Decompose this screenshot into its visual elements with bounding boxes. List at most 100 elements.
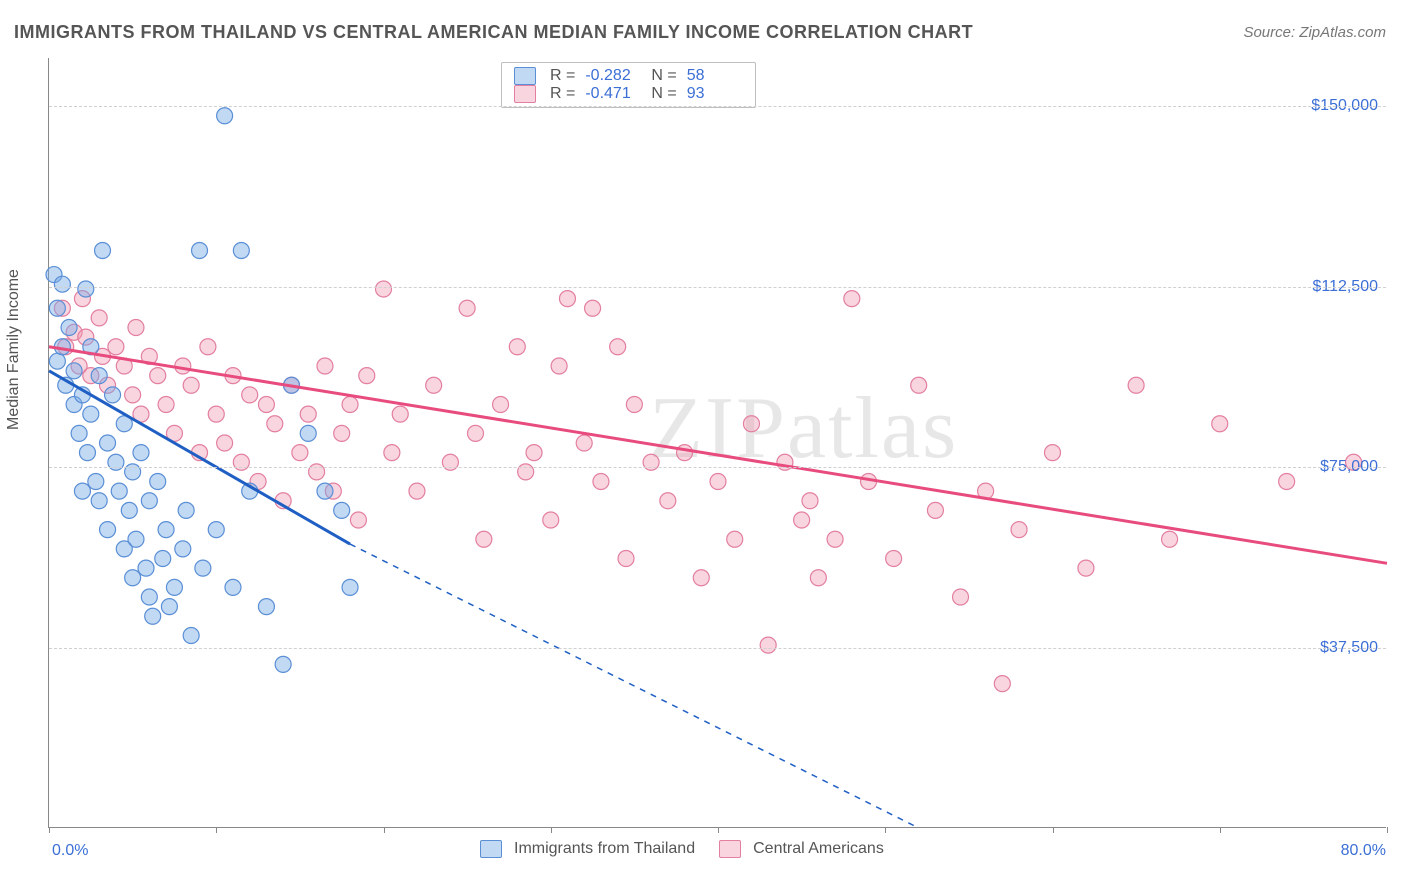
central-point <box>208 406 224 422</box>
y-axis-title: Median Family Income <box>5 269 23 430</box>
thailand-point <box>79 445 95 461</box>
thailand-point <box>158 522 174 538</box>
thailand-point <box>105 387 121 403</box>
x-tick <box>718 827 719 833</box>
thailand-point <box>334 502 350 518</box>
x-tick <box>551 827 552 833</box>
central-point <box>91 310 107 326</box>
central-point <box>1078 560 1094 576</box>
central-point <box>258 397 274 413</box>
central-point <box>200 339 216 355</box>
central-trend <box>49 347 1387 564</box>
central-point <box>459 300 475 316</box>
central-point <box>467 425 483 441</box>
thailand-point <box>49 353 65 369</box>
central-point <box>426 377 442 393</box>
thailand-point <box>161 599 177 615</box>
central-point <box>1162 531 1178 547</box>
series-legend-label: Immigrants from Thailand <box>514 840 695 858</box>
thailand-point <box>91 493 107 509</box>
thailand-point <box>95 243 111 259</box>
central-point <box>342 397 358 413</box>
x-max-label: 80.0% <box>1341 842 1386 860</box>
thailand-point <box>138 560 154 576</box>
gridline <box>49 648 1386 649</box>
central-point <box>509 339 525 355</box>
thailand-point <box>166 579 182 595</box>
thailand-point <box>258 599 274 615</box>
thailand-point <box>111 483 127 499</box>
central-point <box>1045 445 1061 461</box>
central-point <box>384 445 400 461</box>
series-legend-item: Immigrants from Thailand <box>480 840 695 858</box>
source-label: Source: ZipAtlas.com <box>1243 24 1386 41</box>
central-point <box>626 397 642 413</box>
central-point <box>350 512 366 528</box>
thailand-trend-dash <box>350 544 919 828</box>
thailand-point <box>88 474 104 490</box>
central-point <box>1279 474 1295 490</box>
thailand-point <box>141 589 157 605</box>
thailand-point <box>128 531 144 547</box>
thailand-point <box>133 445 149 461</box>
plot-area: ZIPatlas R =-0.282N =58R =-0.471N =93 $3… <box>48 58 1386 828</box>
central-point <box>242 387 258 403</box>
thailand-point <box>300 425 316 441</box>
gridline <box>49 467 1386 468</box>
central-point <box>292 445 308 461</box>
thailand-point <box>275 656 291 672</box>
series-legend: Immigrants from Thailand Central American… <box>480 840 884 858</box>
central-point <box>827 531 843 547</box>
thailand-point <box>192 243 208 259</box>
central-point <box>760 637 776 653</box>
central-point <box>886 551 902 567</box>
central-point <box>476 531 492 547</box>
central-point <box>693 570 709 586</box>
central-point <box>660 493 676 509</box>
central-point <box>911 377 927 393</box>
thailand-point <box>83 406 99 422</box>
central-point <box>610 339 626 355</box>
thailand-point <box>342 579 358 595</box>
central-point <box>125 387 141 403</box>
thailand-point <box>121 502 137 518</box>
series-legend-item: Central Americans <box>719 840 884 858</box>
central-point <box>334 425 350 441</box>
thailand-point <box>125 570 141 586</box>
central-point <box>743 416 759 432</box>
central-point <box>300 406 316 422</box>
thailand-point <box>66 363 82 379</box>
thailand-point <box>317 483 333 499</box>
central-point <box>376 281 392 297</box>
x-tick <box>216 827 217 833</box>
central-point <box>927 502 943 518</box>
central-point <box>593 474 609 490</box>
thailand-point <box>74 483 90 499</box>
central-point <box>844 291 860 307</box>
central-point <box>392 406 408 422</box>
thailand-point <box>100 435 116 451</box>
central-point <box>108 339 124 355</box>
thailand-point <box>61 320 77 336</box>
x-tick <box>885 827 886 833</box>
gridline <box>49 287 1386 288</box>
central-point <box>576 435 592 451</box>
thailand-point <box>91 368 107 384</box>
central-point <box>559 291 575 307</box>
x-tick <box>384 827 385 833</box>
central-point <box>710 474 726 490</box>
x-tick <box>1387 827 1388 833</box>
central-point <box>1128 377 1144 393</box>
thailand-point <box>141 493 157 509</box>
thailand-point <box>178 502 194 518</box>
central-point <box>794 512 810 528</box>
thailand-point <box>175 541 191 557</box>
central-point <box>217 435 233 451</box>
thailand-point <box>78 281 94 297</box>
central-point <box>526 445 542 461</box>
x-tick <box>49 827 50 833</box>
central-point <box>1011 522 1027 538</box>
thailand-point <box>217 108 233 124</box>
thailand-point <box>71 425 87 441</box>
x-tick <box>1220 827 1221 833</box>
